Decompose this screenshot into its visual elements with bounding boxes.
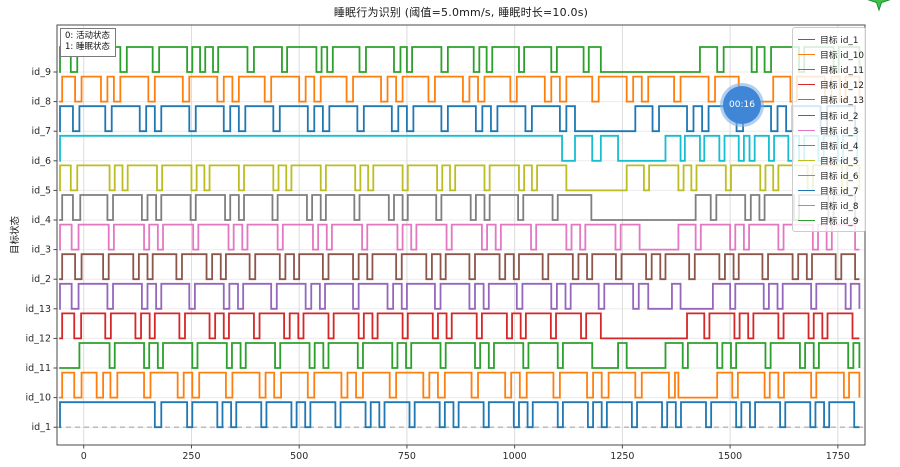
- state-legend-note: 0: 活动状态 1: 睡眠状态: [60, 28, 116, 58]
- chart-title: 睡眠行为识别 (阈值=5.0mm/s, 睡眠时长=10.0s): [333, 6, 589, 19]
- legend-item--id_9: 目标 id_9: [798, 213, 861, 228]
- x-tick-label-0: 0: [81, 451, 87, 462]
- recording-timer-text: 00:16: [729, 100, 755, 110]
- legend-line-swatch: [798, 99, 815, 101]
- legend-label: 目标 id_8: [820, 202, 859, 213]
- y-tick-label-id_5: id_5: [32, 185, 51, 196]
- y-tick-label-id_1: id_1: [32, 422, 51, 433]
- trace-id_4: [59, 194, 860, 221]
- y-tick-label-id_7: id_7: [32, 126, 51, 137]
- x-tick-label-750: 750: [398, 451, 416, 462]
- legend-label: 目标 id_1: [820, 36, 859, 47]
- legend-label: 目标 id_2: [820, 111, 859, 122]
- y-tick-label-id_3: id_3: [32, 245, 51, 256]
- legend-line-swatch: [798, 220, 815, 222]
- legend-line-swatch: [798, 144, 815, 146]
- legend-item--id_12: 目标 id_12: [798, 77, 865, 92]
- x-tick-label-250: 250: [182, 451, 200, 462]
- x-tick-label-500: 500: [290, 451, 308, 462]
- legend-item--id_11: 目标 id_11: [798, 62, 865, 77]
- legend-item--id_2: 目标 id_2: [798, 107, 861, 122]
- legend-line-swatch: [798, 159, 815, 161]
- trace-id_12: [59, 312, 860, 340]
- y-axis-label: 目标状态: [10, 216, 21, 255]
- legend-item--id_1: 目标 id_1: [798, 32, 861, 47]
- trace-id_6: [59, 134, 860, 162]
- y-tick-label-id_13: id_13: [25, 304, 51, 315]
- legend-item--id_4: 目标 id_4: [798, 138, 861, 153]
- state-note-line-0: 0: 活动状态: [65, 31, 110, 41]
- legend-label: 目标 id_5: [820, 156, 859, 167]
- x-tick-label-1250: 1250: [610, 451, 634, 462]
- x-tick-label-1000: 1000: [503, 451, 527, 462]
- y-tick-label-id_12: id_12: [25, 333, 51, 344]
- axes-spines: [56, 24, 866, 446]
- sparkle-icon: [867, 0, 891, 12]
- legend-label: 目标 id_13: [820, 96, 865, 107]
- x-tick-label-1500: 1500: [718, 451, 742, 462]
- legend-label: 目标 id_9: [820, 217, 859, 228]
- trace-id_13: [59, 282, 861, 310]
- y-tick-label-id_2: id_2: [32, 274, 51, 285]
- trace-id_8: [59, 75, 861, 103]
- legend-line-swatch: [798, 84, 815, 86]
- legend-label: 目标 id_12: [820, 81, 865, 92]
- legend-label: 目标 id_7: [820, 186, 859, 197]
- legend-line-swatch: [798, 114, 815, 116]
- legend-item--id_5: 目标 id_5: [798, 153, 861, 168]
- legend-line-swatch: [798, 174, 815, 176]
- legend-label: 目标 id_3: [820, 126, 859, 137]
- legend-item--id_7: 目标 id_7: [798, 183, 861, 198]
- y-tick-label-id_10: id_10: [25, 393, 51, 404]
- recording-timer-bubble[interactable]: 00:16: [723, 86, 761, 124]
- legend-item--id_13: 目标 id_13: [798, 92, 865, 107]
- trace-id_11: [59, 342, 861, 369]
- x-tick-label-1750: 1750: [826, 451, 850, 462]
- legend-line-swatch: [798, 205, 815, 207]
- legend-item--id_3: 目标 id_3: [798, 123, 861, 138]
- trace-id_3: [59, 223, 860, 251]
- y-tick-label-id_11: id_11: [25, 363, 51, 374]
- state-note-line-1: 1: 睡眠状态: [65, 42, 110, 53]
- legend-item--id_6: 目标 id_6: [798, 168, 861, 183]
- y-tick-label-id_9: id_9: [32, 67, 51, 78]
- legend-item--id_8: 目标 id_8: [798, 198, 861, 213]
- trace-id_10: [59, 371, 861, 399]
- legend-label: 目标 id_11: [820, 66, 865, 77]
- y-tick-label-id_4: id_4: [32, 215, 51, 226]
- legend-label: 目标 id_10: [820, 51, 865, 62]
- legend-line-swatch: [798, 69, 815, 71]
- y-tick-label-id_6: id_6: [32, 156, 51, 167]
- legend-line-swatch: [798, 129, 815, 131]
- trace-id_9: [59, 46, 861, 73]
- legend: 目标 id_1 目标 id_10 目标 id_11 目标 id_12 目标 id_13 目…: [792, 27, 866, 233]
- legend-line-swatch: [798, 54, 815, 56]
- trace-id_5: [59, 164, 861, 192]
- legend-label: 目标 id_6: [820, 171, 859, 182]
- legend-line-swatch: [798, 39, 815, 41]
- trace-id_2: [59, 253, 860, 281]
- legend-label: 目标 id_4: [820, 141, 859, 152]
- y-tick-label-id_8: id_8: [32, 97, 51, 108]
- legend-item--id_10: 目标 id_10: [798, 47, 865, 62]
- trace-id_1: [59, 401, 860, 429]
- legend-line-swatch: [798, 189, 815, 191]
